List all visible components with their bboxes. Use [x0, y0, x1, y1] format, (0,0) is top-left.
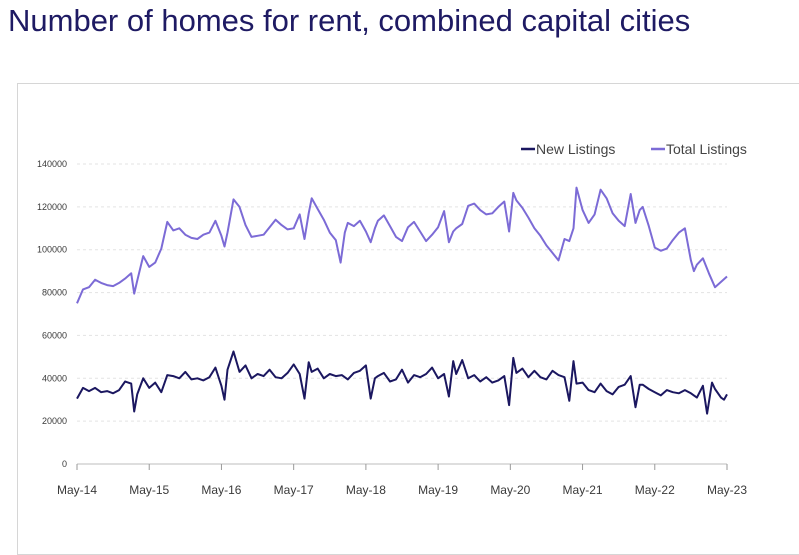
y-tick-label: 100000: [37, 245, 67, 255]
y-tick-label: 120000: [37, 202, 67, 212]
y-tick-label: 20000: [42, 416, 67, 426]
x-tick-label: May-18: [346, 483, 386, 497]
x-tick-label: May-23: [707, 483, 747, 497]
x-tick-label: May-15: [129, 483, 169, 497]
y-tick-label: 0: [62, 459, 67, 469]
y-tick-label: 40000: [42, 373, 67, 383]
x-tick-label: May-14: [57, 483, 97, 497]
y-tick-label: 60000: [42, 330, 67, 340]
chart-card: 0 20000 40000 60000 80000 100000 120000 140000 M…: [17, 83, 799, 555]
y-tick-label: 140000: [37, 159, 67, 169]
y-tick-label: 80000: [42, 288, 67, 298]
x-tick-label: May-16: [201, 483, 241, 497]
x-tick-label: May-21: [563, 483, 603, 497]
x-tick-label: May-22: [635, 483, 675, 497]
x-tick-label: May-17: [274, 483, 314, 497]
legend-label-new: New Listings: [536, 141, 615, 157]
x-tick-label: May-20: [490, 483, 530, 497]
line-chart: 0 20000 40000 60000 80000 100000 120000 140000 M…: [37, 141, 747, 497]
legend-label-total: Total Listings: [666, 141, 747, 157]
series-line-new-listings: [76, 350, 728, 415]
x-tick-label: May-19: [418, 483, 458, 497]
series-line-total-listings: [76, 186, 728, 304]
chart-title: Number of homes for rent, combined capit…: [8, 3, 691, 38]
